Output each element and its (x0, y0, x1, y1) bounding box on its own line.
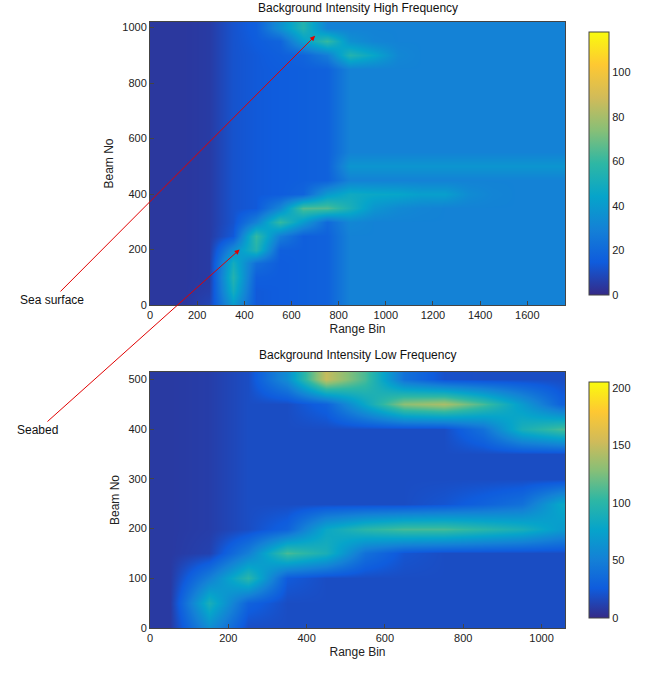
svg-text:100: 100 (612, 497, 630, 509)
svg-text:600: 600 (376, 632, 394, 644)
svg-text:Background Intensity High Freq: Background Intensity High Frequency (258, 1, 458, 15)
svg-text:200: 200 (219, 632, 237, 644)
svg-text:600: 600 (128, 132, 146, 144)
svg-text:Sea surface: Sea surface (20, 293, 84, 307)
svg-text:300: 300 (128, 473, 146, 485)
svg-text:20: 20 (612, 244, 624, 256)
svg-text:100: 100 (612, 66, 630, 78)
svg-text:600: 600 (282, 309, 300, 321)
svg-text:400: 400 (128, 188, 146, 200)
svg-text:1000: 1000 (122, 21, 146, 33)
svg-text:400: 400 (235, 309, 253, 321)
svg-text:400: 400 (297, 632, 315, 644)
svg-text:800: 800 (128, 77, 146, 89)
svg-text:Background Intensity Low Frequ: Background Intensity Low Frequency (259, 348, 456, 362)
svg-text:0: 0 (147, 309, 153, 321)
svg-text:0: 0 (147, 632, 153, 644)
svg-text:1000: 1000 (374, 309, 398, 321)
svg-text:Beam No: Beam No (108, 475, 122, 525)
svg-text:1400: 1400 (468, 309, 492, 321)
svg-text:1000: 1000 (529, 632, 553, 644)
svg-text:1600: 1600 (515, 309, 539, 321)
svg-text:40: 40 (612, 200, 624, 212)
svg-text:60: 60 (612, 155, 624, 167)
svg-text:400: 400 (128, 423, 146, 435)
svg-text:0: 0 (141, 622, 147, 634)
svg-text:1200: 1200 (421, 309, 445, 321)
svg-text:Beam No: Beam No (102, 138, 116, 188)
svg-text:100: 100 (128, 572, 146, 584)
svg-text:800: 800 (329, 309, 347, 321)
svg-text:80: 80 (612, 111, 624, 123)
svg-text:500: 500 (128, 373, 146, 385)
svg-text:200: 200 (128, 243, 146, 255)
svg-text:800: 800 (454, 632, 472, 644)
svg-text:Seabed: Seabed (17, 423, 58, 437)
svg-text:200: 200 (612, 382, 630, 394)
svg-text:Range Bin: Range Bin (329, 322, 385, 336)
svg-text:Range Bin: Range Bin (329, 645, 385, 659)
svg-text:0: 0 (141, 299, 147, 311)
svg-text:0: 0 (612, 289, 618, 301)
svg-text:150: 150 (612, 439, 630, 451)
svg-text:50: 50 (612, 554, 624, 566)
svg-text:0: 0 (612, 612, 618, 624)
svg-text:200: 200 (128, 522, 146, 534)
svg-text:200: 200 (188, 309, 206, 321)
